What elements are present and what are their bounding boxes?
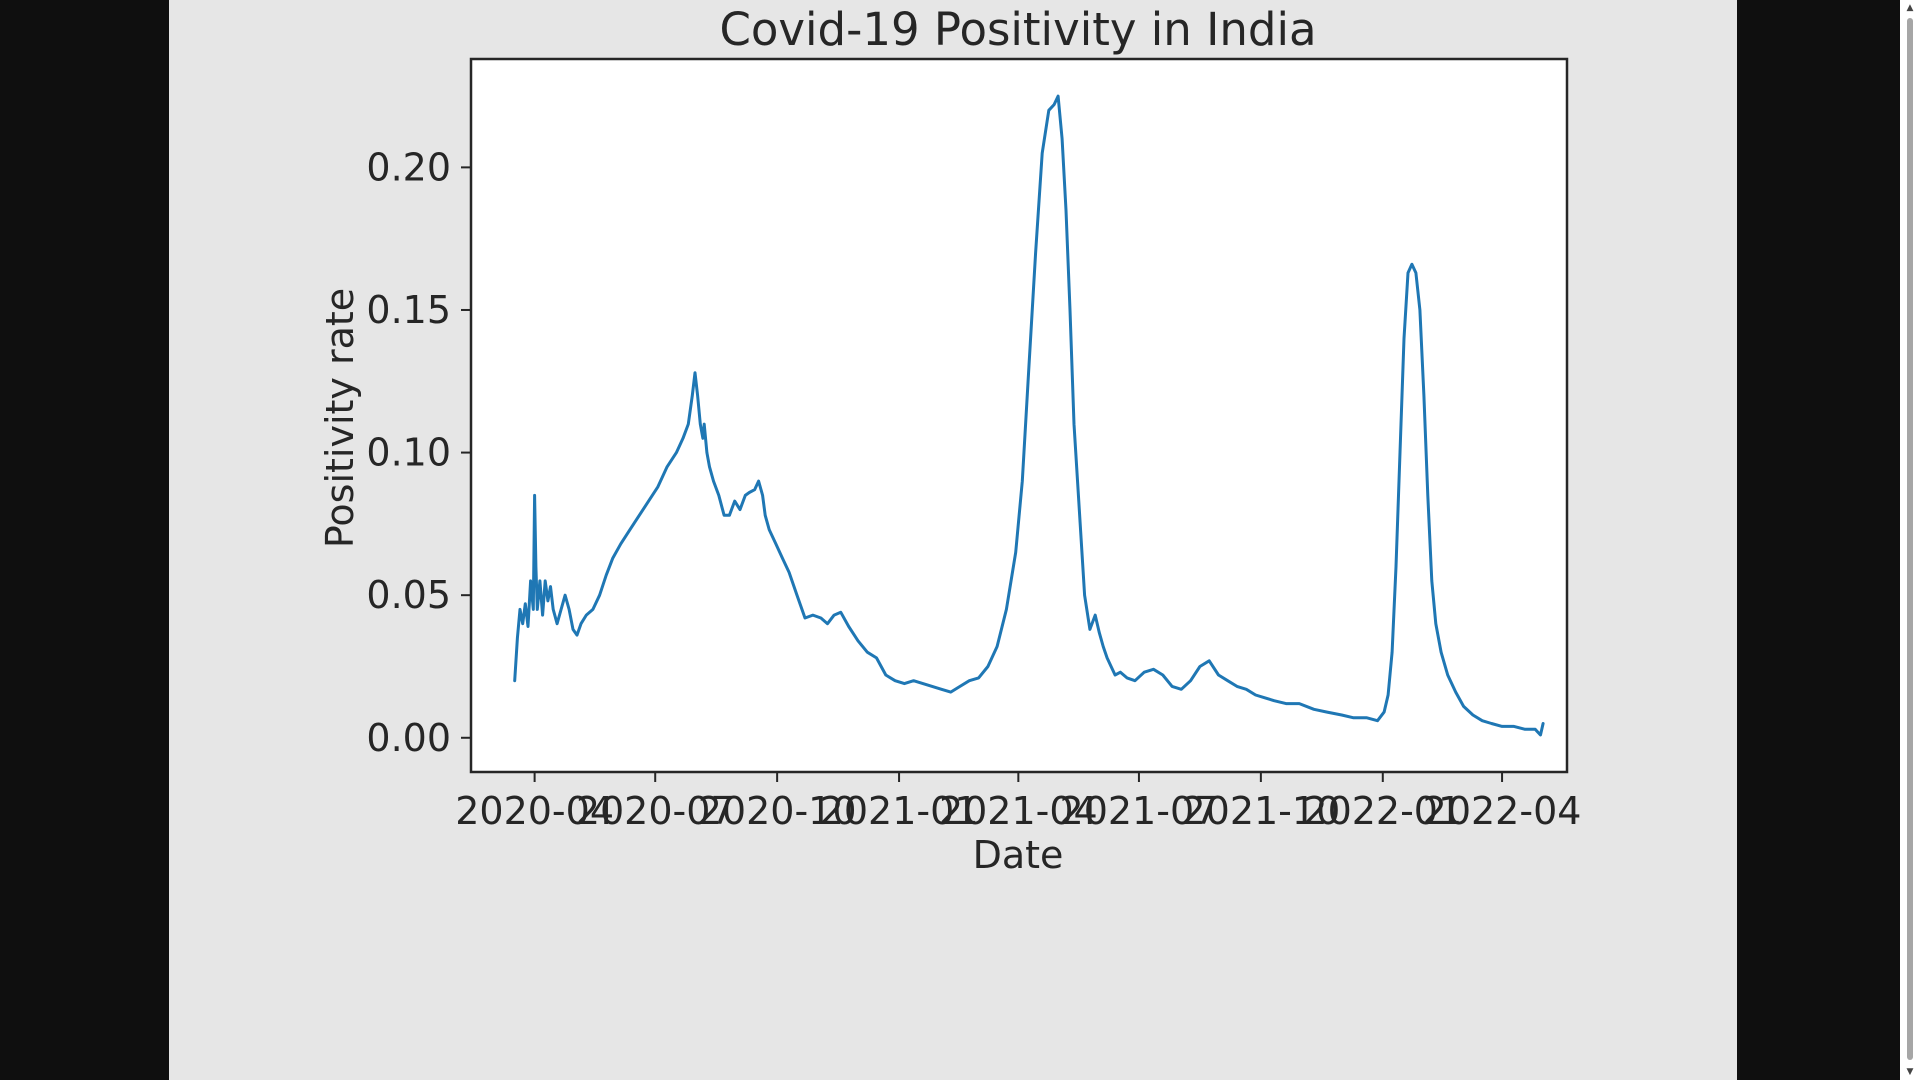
y-tick-label: 0.05 <box>366 573 451 617</box>
chart-title: Covid-19 Positivity in India <box>719 3 1316 56</box>
scroll-up-arrow-icon[interactable]: ▲ <box>1906 3 1914 13</box>
chart-figure: Covid-19 Positivity in India 0.00 0.05 0.1… <box>169 0 1737 1080</box>
x-axis: 2020-042020-072020-102021-012021-042021-… <box>455 772 1581 833</box>
scrollbar-thumb[interactable] <box>1907 18 1913 1060</box>
x-tick-label: 2021-04 <box>939 789 1098 833</box>
positivity-rate-line <box>513 94 1545 737</box>
x-tick-label: 2021-01 <box>820 789 979 833</box>
x-tick-label: 2020-07 <box>576 789 735 833</box>
plot-area <box>469 57 1569 774</box>
x-tick-label: 2022-01 <box>1303 789 1462 833</box>
y-axis-label: Positivity rate <box>318 288 362 548</box>
y-tick-label: 0.00 <box>366 716 451 760</box>
y-tick-label: 0.15 <box>366 288 451 332</box>
vertical-scrollbar[interactable]: ▲ ▼ <box>1900 0 1920 1080</box>
y-axis: 0.00 0.05 0.10 0.15 0.20 <box>366 145 471 760</box>
x-tick-label: 2021-10 <box>1181 789 1340 833</box>
x-axis-label: Date <box>973 833 1064 877</box>
x-tick-label: 2022-04 <box>1423 789 1582 833</box>
scroll-down-arrow-icon[interactable]: ▼ <box>1906 1067 1914 1077</box>
x-tick-label: 2020-10 <box>698 789 857 833</box>
y-tick-label: 0.20 <box>366 145 451 189</box>
y-tick-label: 0.10 <box>366 431 451 475</box>
line-chart: Covid-19 Positivity in India 0.00 0.05 0.1… <box>318 3 1581 877</box>
x-tick-label: 2020-04 <box>455 789 614 833</box>
x-tick-label: 2021-07 <box>1060 789 1219 833</box>
